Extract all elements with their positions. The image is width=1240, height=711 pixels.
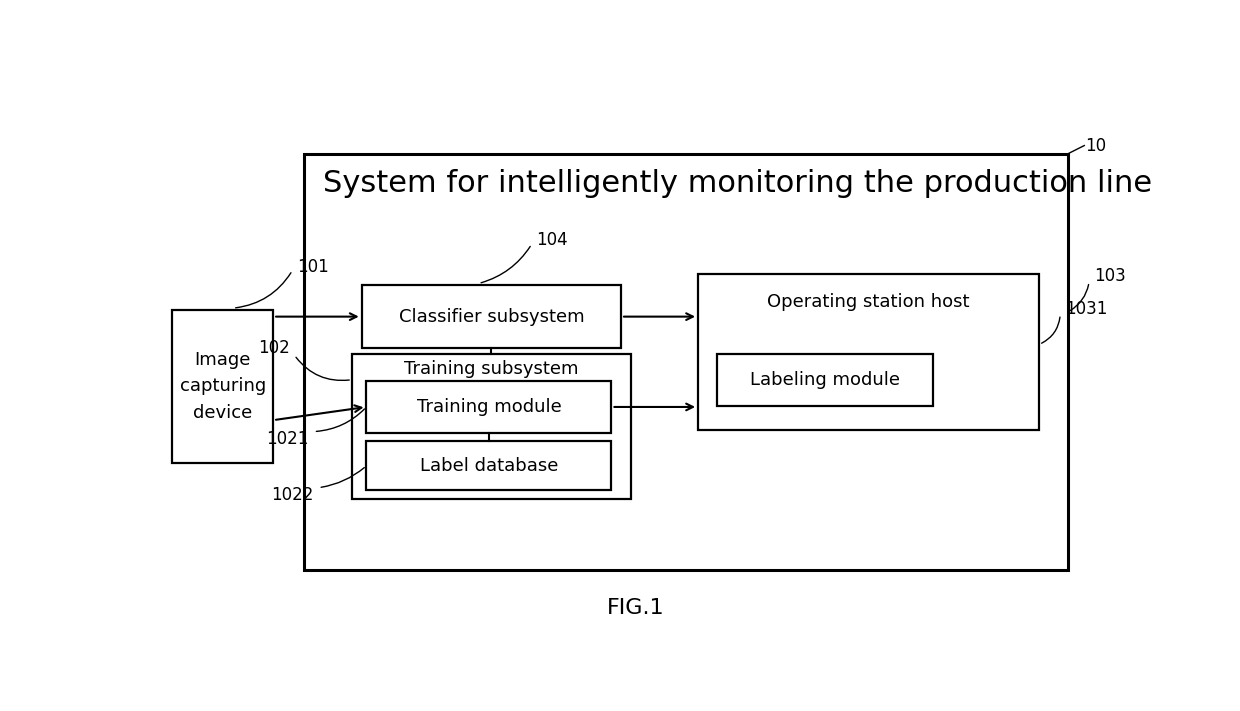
Bar	[172, 310, 273, 463]
Text: Operating station host: Operating station host	[768, 292, 970, 311]
Text: Labeling module: Labeling module	[750, 370, 900, 389]
Bar	[717, 353, 934, 405]
Text: FIG.1: FIG.1	[606, 598, 665, 618]
Text: 103: 103	[1094, 267, 1126, 285]
Bar	[698, 274, 1039, 430]
Text: Image
capturing
device: Image capturing device	[180, 351, 265, 422]
Text: 1021: 1021	[267, 429, 309, 448]
Text: 102: 102	[258, 339, 289, 357]
Bar	[367, 381, 611, 433]
Text: Training subsystem: Training subsystem	[404, 360, 579, 378]
Text: 101: 101	[298, 258, 329, 276]
Bar	[304, 154, 1068, 570]
Text: 104: 104	[537, 231, 568, 250]
Text: 1031: 1031	[1065, 300, 1107, 318]
Bar	[362, 285, 621, 348]
Text: 1022: 1022	[272, 486, 314, 504]
Bar	[352, 353, 631, 498]
Text: 10: 10	[1085, 137, 1106, 154]
Text: Classifier subsystem: Classifier subsystem	[398, 308, 584, 326]
Bar	[367, 441, 611, 491]
Text: Training module: Training module	[417, 398, 562, 416]
Text: Label database: Label database	[420, 456, 558, 475]
Text: System for intelligently monitoring the production line: System for intelligently monitoring the …	[324, 169, 1152, 198]
